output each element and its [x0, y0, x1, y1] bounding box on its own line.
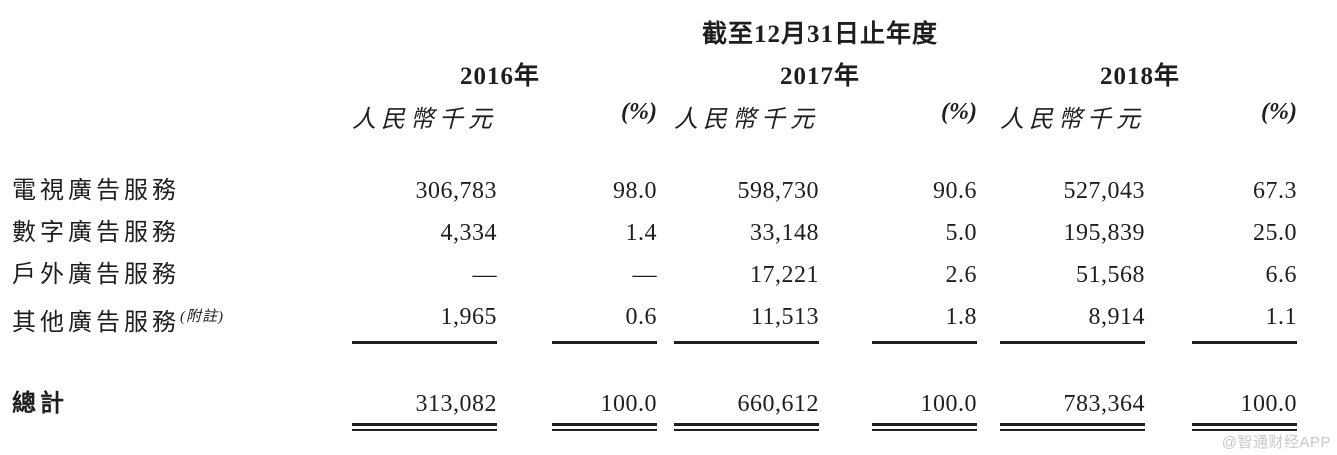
table-row-digital-advertising: 數字廣告服務 4,334 1.4 33,148 5.0 195,839 25.0: [0, 212, 1337, 254]
cell-value: 98.0: [613, 178, 657, 204]
row-label: 數字廣告服務: [12, 220, 180, 246]
column-header-rmb-2016: 人民幣千元: [352, 107, 497, 133]
column-header-row: 人民幣千元 (%) 人民幣千元 (%) 人民幣千元 (%): [0, 99, 1300, 134]
column-header-rmb-2018: 人民幣千元: [1000, 107, 1145, 133]
cell-value: 67.3: [1253, 178, 1297, 204]
table-row-other-advertising: 其他廣告服務(附註) 1,965 0.6 11,513 1.8 8,914 1.…: [0, 296, 1337, 344]
row-label: 戶外廣告服務: [12, 262, 180, 288]
underlined-value: 1.1: [1192, 296, 1297, 344]
cell-value: 6.6: [1265, 262, 1297, 288]
underlined-value: 1.8: [872, 296, 977, 344]
cell-value: 527,043: [1063, 178, 1145, 204]
cell-value: 1.4: [625, 220, 657, 246]
cell-value: 51,568: [1076, 262, 1145, 288]
underlined-value: 11,513: [674, 296, 819, 344]
row-label-note: (附註): [180, 309, 224, 325]
table-row-outdoor-advertising: 戶外廣告服務 — — 17,221 2.6 51,568 6.6: [0, 254, 1337, 296]
cell-value: 195,839: [1063, 220, 1145, 246]
cell-value: —: [472, 262, 497, 288]
double-underlined-value: 783,364: [1000, 389, 1145, 431]
total-cell-value: 100.0: [822, 389, 980, 431]
table-body: 電視廣告服務 306,783 98.0 598,730 90.6 527,043…: [0, 170, 1337, 344]
double-underlined-value: 100.0: [872, 389, 977, 431]
cell-value: —: [632, 262, 657, 288]
cell-value: 1.1: [1148, 296, 1300, 344]
double-underlined-value: 313,082: [352, 389, 497, 431]
column-header-pct-2018: (%): [1261, 99, 1297, 125]
column-header-pct-2017: (%): [941, 99, 977, 125]
column-header-spacer: [0, 99, 340, 134]
cell-value: 1,965: [340, 296, 500, 344]
total-cell-value: 313,082: [340, 389, 500, 431]
underlined-value: 1,965: [352, 296, 497, 344]
cell-value: 8,914: [980, 296, 1148, 344]
row-label: 電視廣告服務: [12, 178, 180, 204]
cell-value: 25.0: [1253, 220, 1297, 246]
cell-value: 1.8: [822, 296, 980, 344]
double-underlined-value: 660,612: [674, 389, 819, 431]
cell-value: 5.0: [945, 220, 977, 246]
total-cell-value: 100.0: [1148, 389, 1300, 431]
underlined-value: 8,914: [1000, 296, 1145, 344]
table-row-total: 總計 313,082 100.0 660,612 100.0 783,364 1…: [0, 389, 1300, 431]
table-row-tv-advertising: 電視廣告服務 306,783 98.0 598,730 90.6 527,043…: [0, 170, 1337, 212]
watermark: @智通财经APP: [1221, 434, 1331, 451]
total-label: 總計: [12, 391, 68, 417]
year-header-2018: 2018年: [1099, 63, 1180, 90]
cell-value: 11,513: [660, 296, 822, 344]
cell-value: 4,334: [440, 220, 497, 246]
cell-value: 2.6: [945, 262, 977, 288]
year-header-row: 2016年 2017年 2018年: [340, 56, 1300, 92]
underlined-value: 0.6: [552, 296, 657, 344]
row-label: 其他廣告服務(附註): [0, 296, 340, 338]
row-label-text: 其他廣告服務: [12, 310, 180, 336]
table-title: 截至12月31日止年度: [701, 21, 938, 48]
total-cell-value: 100.0: [500, 389, 660, 431]
year-header-2016: 2016年: [459, 63, 540, 90]
cell-value: 598,730: [737, 178, 819, 204]
year-header-2017: 2017年: [779, 63, 860, 90]
cell-value: 0.6: [500, 296, 660, 344]
total-cell-value: 660,612: [660, 389, 822, 431]
double-underlined-value: 100.0: [552, 389, 657, 431]
column-header-rmb-2017: 人民幣千元: [674, 107, 819, 133]
double-underlined-value: 100.0: [1192, 389, 1297, 431]
cell-value: 33,148: [750, 220, 819, 246]
cell-value: 306,783: [415, 178, 497, 204]
column-header-pct-2016: (%): [621, 99, 657, 125]
total-cell-value: 783,364: [980, 389, 1148, 431]
cell-value: 90.6: [933, 178, 977, 204]
cell-value: 17,221: [750, 262, 819, 288]
